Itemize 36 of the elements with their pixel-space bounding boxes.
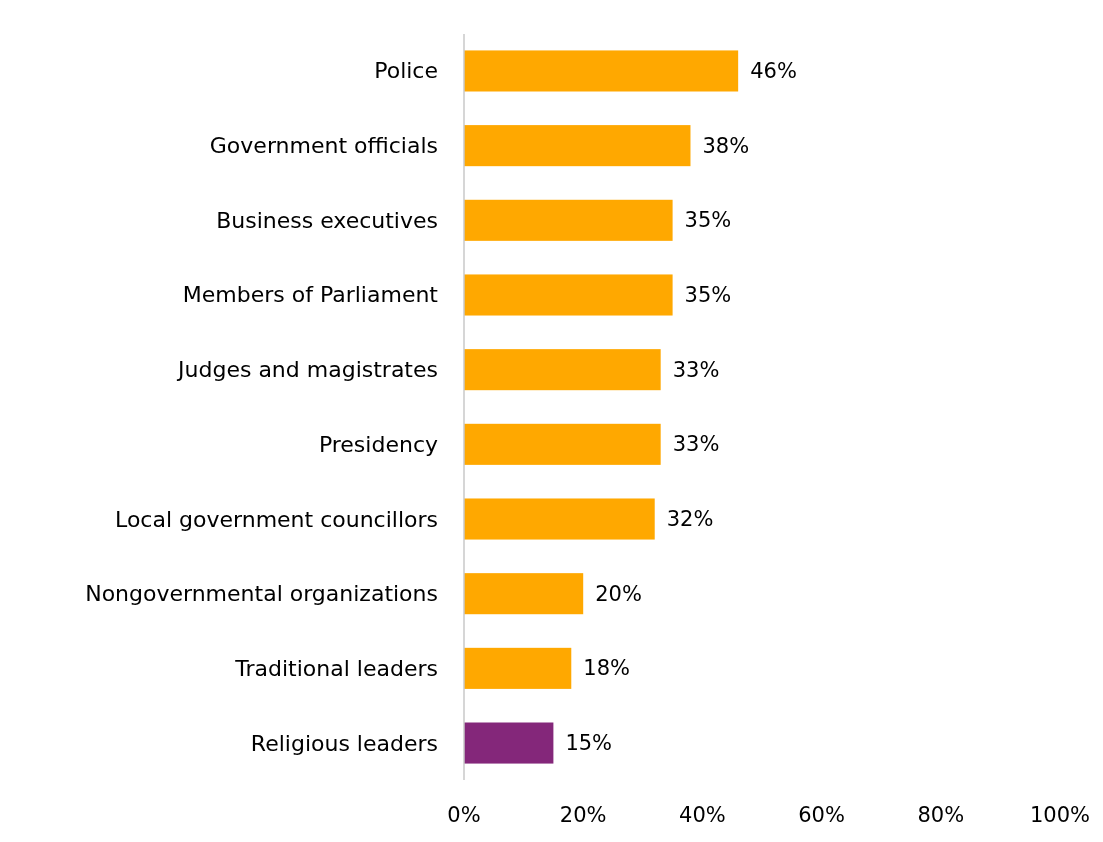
data-label: 20% [595,581,642,606]
data-label: 15% [565,731,613,756]
data-label: 32% [666,507,714,532]
data-label: 35% [684,208,732,233]
bar [464,498,655,540]
bar [464,647,572,689]
bar [464,274,673,316]
y-tick-label: Traditional leaders [234,655,438,681]
y-tick-label: Business executives [216,207,438,233]
bar [464,199,673,241]
y-tick-label: Nongovernmental organizations [85,581,438,607]
data-label: 33% [672,432,720,457]
x-tick-label: 0% [447,803,481,827]
bar [464,125,691,167]
bar [464,573,584,615]
y-tick-label: Religious leaders [250,730,438,756]
data-label: 18% [583,656,630,681]
data-label: 46% [750,58,797,83]
x-tick-label: 60% [798,803,845,827]
bar [464,423,661,465]
bar [464,349,661,391]
y-tick-label: Local government councillors [115,506,438,532]
y-tick-label: Presidency [318,431,438,457]
bar [464,50,739,92]
data-label: 38% [702,133,750,158]
y-tick-label: Judges and magistrates [176,357,438,383]
data-label: 35% [684,282,732,307]
y-tick-label: Police [374,58,438,84]
x-tick-label: 80% [917,803,965,827]
bar [464,722,554,764]
x-tick-label: 20% [559,803,607,827]
data-label: 33% [672,357,720,382]
y-tick-label: Members of Parliament [182,282,439,308]
y-tick-label: Government officials [209,133,438,159]
x-tick-label: 100% [1029,803,1091,827]
x-tick-label: 40% [679,803,726,827]
